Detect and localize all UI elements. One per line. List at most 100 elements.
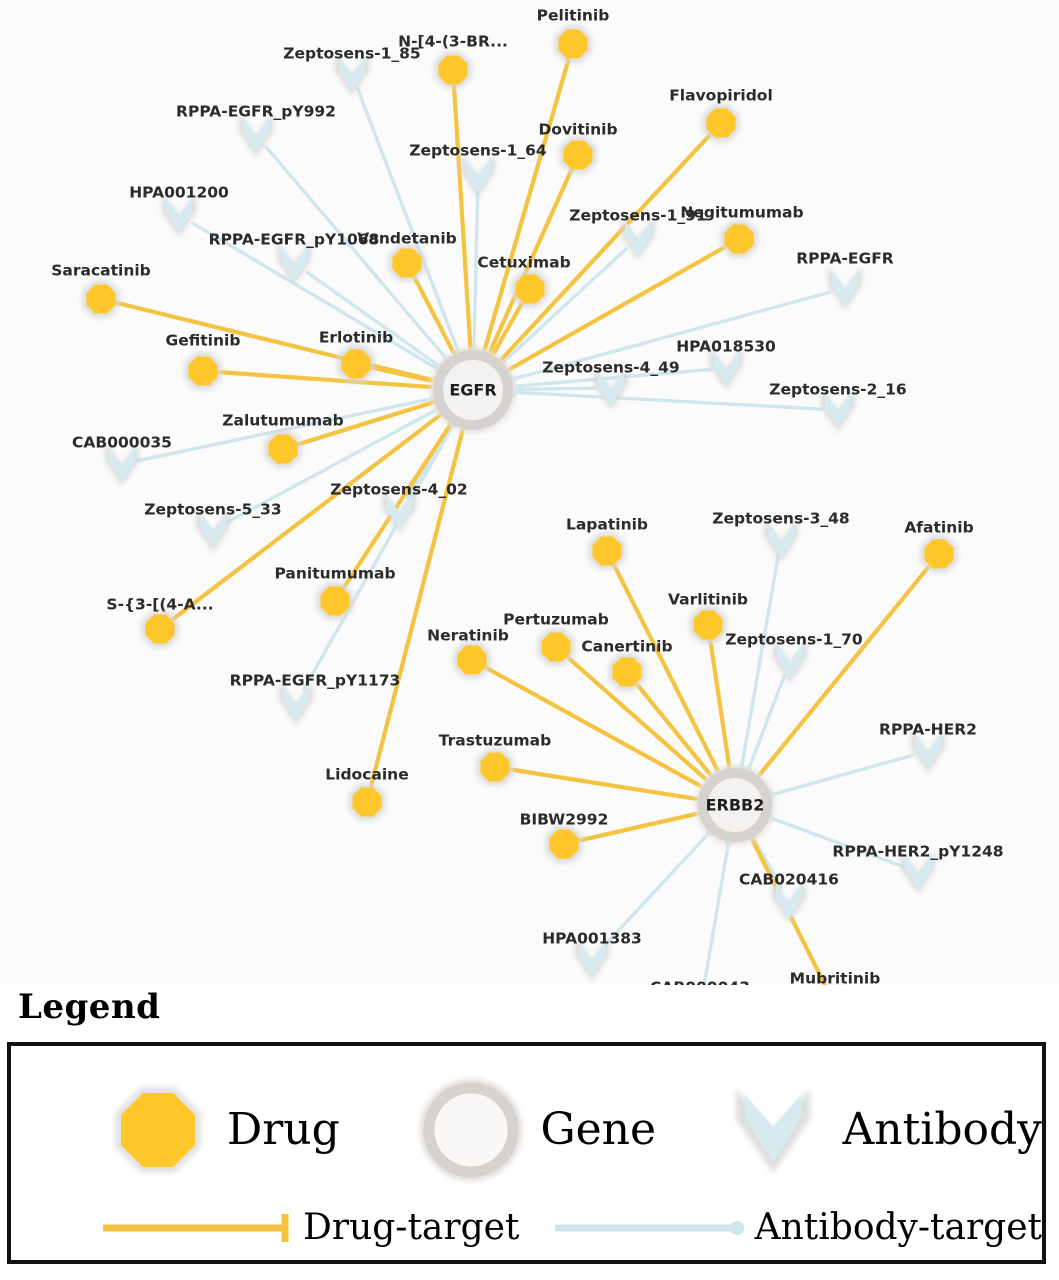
- drug-node-shape: [515, 274, 545, 304]
- antibody-node-shape: [598, 370, 624, 406]
- antibody-node-shape: [386, 493, 412, 529]
- gene-node-label: ERBB2: [706, 796, 765, 815]
- antibody-target-edge-icon: [554, 1221, 744, 1235]
- drug-node[interactable]: [141, 610, 179, 648]
- drug-node-label: Neratinib: [427, 627, 509, 645]
- antibody-node[interactable]: [461, 153, 495, 197]
- antibody-node-shape: [915, 733, 941, 769]
- drug-node-shape: [693, 610, 723, 640]
- antibody-node[interactable]: [279, 681, 313, 725]
- drug-node[interactable]: [476, 748, 514, 786]
- antibody-node[interactable]: [335, 52, 369, 96]
- drug-node-shape: [480, 752, 510, 782]
- antibody-node-shape: [832, 270, 858, 306]
- antibody-node-shape: [579, 941, 605, 977]
- drug-node-label: Canertinib: [581, 638, 672, 656]
- antibody-node[interactable]: [382, 489, 416, 533]
- antibody-node[interactable]: [162, 193, 196, 237]
- network-graph-svg: Pelitinib N-[4-(3-BR... Flavopiridol Doviti…: [51, 7, 1004, 1000]
- antibody-node-label: RPPA-EGFR: [796, 250, 894, 268]
- antibody-node-label: Zeptosens-1_85: [283, 45, 420, 63]
- drug-node[interactable]: [82, 280, 120, 318]
- drug-node[interactable]: [434, 51, 472, 89]
- drug-node[interactable]: [920, 535, 958, 573]
- antibody-node[interactable]: [594, 366, 628, 410]
- antibody-node-shape: [283, 685, 309, 721]
- gene-node[interactable]: [695, 765, 775, 845]
- antibody-node-label: RPPA-HER2: [879, 721, 977, 739]
- drug-node[interactable]: [720, 220, 758, 258]
- drug-node-label: Erlotinib: [319, 329, 393, 347]
- drug-node[interactable]: [264, 430, 302, 468]
- drug-node-shape: [706, 108, 736, 138]
- antibody-target-edge: [701, 837, 731, 995]
- antibody-node[interactable]: [764, 518, 798, 562]
- drug-node-label: Zalutumumab: [222, 412, 343, 430]
- drug-node[interactable]: [337, 345, 375, 383]
- antibody-node-shape: [281, 245, 307, 281]
- drug-node[interactable]: [545, 825, 583, 863]
- antibody-node-label: HPA018530: [676, 338, 776, 356]
- drug-node-label: N-[4-(3-BR...: [398, 33, 508, 51]
- antibody-node[interactable]: [105, 442, 139, 486]
- antibody-node[interactable]: [911, 729, 945, 773]
- antibody-node-shape: [109, 446, 135, 482]
- antibody-node-label: Zeptosens-1_64: [409, 142, 547, 160]
- drug-node-shape: [188, 356, 218, 386]
- drug-node[interactable]: [184, 352, 222, 390]
- drug-node[interactable]: [554, 25, 592, 63]
- gene-node-ring: [433, 350, 513, 430]
- drug-node[interactable]: [511, 270, 549, 308]
- drug-target-edge-icon: [103, 1214, 289, 1242]
- antibody-node[interactable]: [621, 216, 655, 260]
- antibody-target-edge: [499, 247, 628, 366]
- antibody-node-label: CAB020416: [739, 871, 839, 889]
- gene-node-ring: [698, 768, 772, 842]
- legend-label-antibody-target: Antibody-target: [754, 1207, 1042, 1248]
- antibody-node[interactable]: [773, 639, 807, 683]
- drug-node-label: Negitumumab: [680, 204, 803, 222]
- drug-node[interactable]: [702, 104, 740, 142]
- antibody-node-label: Zeptosens-1_70: [725, 631, 863, 649]
- drug-target-edge: [170, 410, 445, 622]
- antibody-target-edge: [745, 674, 786, 775]
- legend-item-antibody: Antibody: [714, 1071, 1042, 1189]
- gene-node-label: EGFR: [449, 381, 496, 400]
- drug-node[interactable]: [588, 532, 626, 570]
- labels-layer: Pelitinib N-[4-(3-BR... Flavopiridol Doviti…: [51, 7, 1003, 997]
- antibody-node-label: Zeptosens-4_02: [330, 481, 467, 499]
- drug-node-shape: [352, 787, 382, 817]
- drug-node[interactable]: [388, 244, 426, 282]
- legend-item-drug: Drug: [99, 1071, 340, 1189]
- drug-node-shape: [341, 349, 371, 379]
- legend-item-gene: Gene: [412, 1071, 656, 1189]
- antibody-target-edge: [264, 145, 451, 363]
- gene-node[interactable]: [430, 347, 516, 433]
- antibody-node[interactable]: [821, 388, 855, 432]
- antibody-node[interactable]: [709, 346, 743, 390]
- drug-node[interactable]: [348, 783, 386, 821]
- drug-node[interactable]: [537, 628, 575, 666]
- drug-node[interactable]: [608, 653, 646, 691]
- antibody-node[interactable]: [196, 508, 230, 552]
- antibody-node[interactable]: [239, 113, 273, 157]
- antibody-node[interactable]: [901, 850, 935, 894]
- antibody-node[interactable]: [277, 241, 311, 285]
- drug-node[interactable]: [559, 136, 597, 174]
- antibody-node[interactable]: [772, 879, 806, 923]
- antibody-node-label: HPA001200: [129, 184, 229, 202]
- antibody-node-shape: [465, 157, 491, 193]
- antibody-node-label: Zeptosens-5_33: [144, 501, 281, 519]
- antibody-node-shape: [713, 350, 739, 386]
- drug-node[interactable]: [453, 641, 491, 679]
- antibody-node-label: RPPA-EGFR_pY1173: [230, 672, 401, 690]
- drug-node[interactable]: [689, 606, 727, 644]
- drug-target-edge: [296, 399, 439, 447]
- drug-node[interactable]: [316, 582, 354, 620]
- drug-node-label: Flavopiridol: [669, 87, 773, 105]
- drug-node-shape: [612, 657, 642, 687]
- antibody-node[interactable]: [575, 937, 609, 981]
- antibody-node[interactable]: [828, 266, 862, 310]
- antibody-target-edge: [472, 189, 480, 354]
- drug-node-label: Lapatinib: [566, 516, 648, 534]
